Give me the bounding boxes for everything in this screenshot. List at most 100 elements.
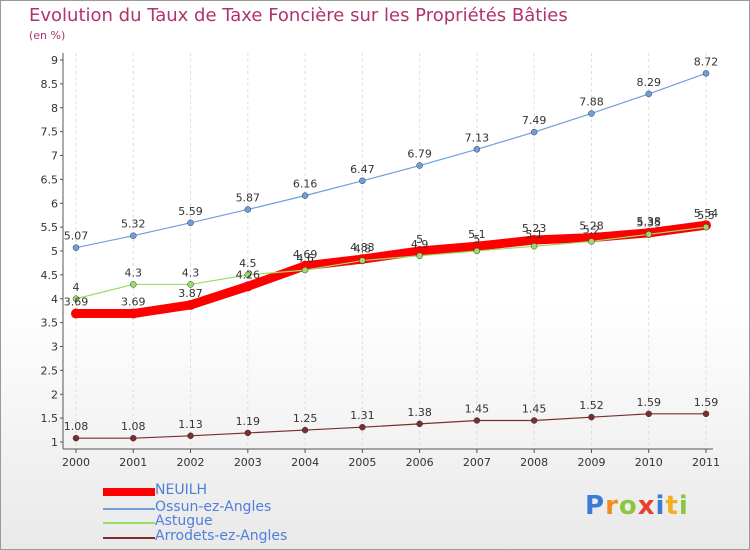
data-label: 3.69 — [64, 296, 89, 309]
logo-letter: o — [618, 491, 638, 521]
y-tick-label: 4.5 — [41, 269, 59, 282]
x-tick-label: 2008 — [520, 456, 548, 469]
chart-subtitle: (en %) — [29, 29, 66, 42]
data-label: 1.59 — [636, 396, 661, 409]
data-point — [187, 219, 194, 227]
y-tick-label: 2.5 — [41, 364, 59, 377]
y-tick-label: 8 — [51, 102, 58, 115]
x-tick-label: 2004 — [291, 456, 319, 469]
y-tick-label: 7 — [51, 150, 58, 163]
data-label: 1.08 — [64, 420, 89, 433]
data-point — [471, 241, 482, 252]
data-label: 5 — [473, 233, 480, 246]
data-label: 1.59 — [694, 396, 719, 409]
data-point — [185, 299, 196, 310]
data-label: 4.5 — [239, 257, 257, 270]
data-point — [72, 434, 80, 442]
data-point — [301, 426, 309, 434]
x-tick-label: 2003 — [234, 456, 262, 469]
data-label: 5.07 — [64, 230, 89, 243]
data-point — [244, 206, 252, 213]
y-tick-label: 6 — [51, 197, 58, 210]
data-label: 5.32 — [121, 218, 146, 231]
data-point — [530, 417, 538, 424]
data-point — [702, 223, 710, 231]
data-label: 5 — [416, 233, 423, 246]
data-label: 1.38 — [407, 406, 432, 419]
data-point — [645, 231, 652, 238]
data-label: 8.29 — [636, 76, 661, 89]
data-point — [71, 308, 81, 319]
x-tick-label: 2006 — [406, 456, 434, 469]
x-tick-label: 2010 — [635, 456, 663, 469]
y-tick-label: 3 — [51, 341, 58, 354]
logo-letter: r — [605, 491, 619, 521]
y-tick-label: 1.5 — [41, 412, 59, 425]
data-point — [529, 235, 540, 246]
y-tick-label: 3.5 — [41, 317, 59, 330]
data-point — [530, 128, 538, 136]
data-point — [414, 246, 425, 256]
data-point — [473, 247, 481, 255]
x-tick-label: 2002 — [177, 456, 205, 469]
data-point — [530, 242, 538, 250]
y-tick-label: 8.5 — [41, 78, 59, 91]
data-point — [301, 192, 309, 199]
data-point — [645, 410, 652, 418]
legend-label-ossun: Ossun-ez-Angles — [155, 499, 272, 515]
data-point — [473, 146, 481, 153]
data-label: 5.2 — [583, 223, 601, 236]
data-label: 4.69 — [293, 248, 318, 261]
logo-letter: i — [678, 491, 689, 521]
data-point — [130, 232, 137, 239]
legend-swatch-neuilh — [103, 488, 155, 496]
data-label: 7.13 — [465, 131, 490, 144]
data-point — [130, 434, 137, 442]
data-point — [359, 423, 366, 431]
x-tick-label: 2000 — [62, 456, 90, 469]
data-label: 4.26 — [236, 268, 261, 281]
data-point — [588, 238, 595, 245]
data-label: 1.25 — [293, 412, 318, 425]
x-tick-label: 2011 — [692, 456, 720, 469]
data-label: 1.19 — [236, 415, 261, 428]
data-label: 4.9 — [411, 238, 429, 251]
y-tick-label: 5 — [51, 245, 58, 258]
data-label: 5.23 — [522, 222, 547, 235]
data-point — [301, 266, 309, 274]
data-label: 4.83 — [350, 241, 375, 254]
data-label: 1.45 — [465, 403, 490, 416]
data-label: 5.87 — [236, 191, 261, 204]
y-tick-label: 7.5 — [41, 126, 59, 139]
logo-letter: x — [637, 491, 656, 521]
data-point — [359, 177, 366, 185]
data-label: 5.35 — [636, 216, 661, 229]
data-label: 4.3 — [182, 266, 200, 279]
y-tick-label: 5.5 — [41, 221, 59, 234]
data-point — [359, 257, 366, 264]
y-tick-label: 9 — [51, 54, 58, 67]
y-tick-label: 1 — [51, 436, 58, 449]
data-point — [187, 432, 194, 440]
data-label: 3.69 — [121, 296, 146, 309]
data-label: 4 — [73, 281, 80, 294]
data-label: 1.52 — [579, 399, 604, 412]
data-point — [187, 281, 194, 288]
y-tick-label: 2 — [51, 388, 58, 401]
legend-label-arrodets: Arrodets-ez-Angles — [155, 528, 288, 544]
legend-swatch-astugue — [103, 522, 155, 524]
y-tick-label: 4 — [51, 293, 58, 306]
data-point — [130, 281, 137, 288]
data-point — [244, 271, 252, 279]
data-label: 5.54 — [694, 207, 719, 220]
data-label: 4.8 — [354, 243, 372, 256]
series-line-astugue — [75, 226, 707, 300]
legend-item-neuilh: NEUILH — [103, 482, 207, 500]
data-point — [588, 110, 595, 117]
data-label: 8.72 — [694, 55, 719, 68]
data-label: 6.79 — [407, 148, 432, 161]
legend-item-ossun: Ossun-ez-Angles — [103, 499, 271, 517]
x-tick-label: 2007 — [463, 456, 491, 469]
